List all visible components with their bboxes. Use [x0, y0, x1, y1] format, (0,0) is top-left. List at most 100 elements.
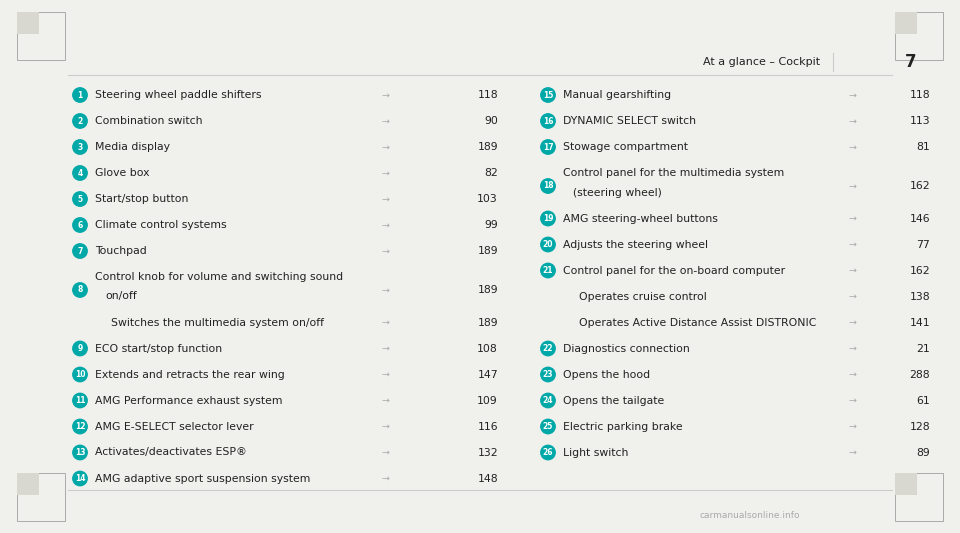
Text: →: →: [381, 142, 389, 151]
Text: 11: 11: [75, 396, 85, 405]
Text: 147: 147: [477, 369, 498, 379]
Circle shape: [73, 445, 87, 459]
Text: 189: 189: [477, 285, 498, 295]
Text: Adjusts the steering wheel: Adjusts the steering wheel: [563, 239, 708, 249]
Text: →: →: [381, 221, 389, 230]
Circle shape: [73, 393, 87, 408]
Text: 118: 118: [477, 90, 498, 100]
Bar: [17, 473, 65, 521]
Circle shape: [73, 218, 87, 232]
Bar: [17, 12, 38, 34]
Text: →: →: [381, 474, 389, 483]
Text: Operates cruise control: Operates cruise control: [579, 292, 707, 302]
Text: 22: 22: [542, 344, 553, 353]
Circle shape: [540, 237, 555, 252]
Text: 138: 138: [909, 292, 930, 302]
Text: →: →: [381, 318, 389, 327]
Text: 148: 148: [477, 473, 498, 483]
Circle shape: [73, 283, 87, 297]
Text: 2: 2: [78, 117, 83, 125]
Text: →: →: [848, 142, 856, 151]
Text: 118: 118: [909, 90, 930, 100]
Circle shape: [540, 114, 555, 128]
Text: 4: 4: [78, 168, 83, 177]
Text: →: →: [381, 286, 389, 295]
Text: Steering wheel paddle shifters: Steering wheel paddle shifters: [95, 90, 261, 100]
Text: →: →: [381, 91, 389, 100]
Text: 61: 61: [916, 395, 930, 406]
Text: Control panel for the multimedia system: Control panel for the multimedia system: [563, 168, 784, 178]
Circle shape: [540, 88, 555, 102]
Text: 9: 9: [78, 344, 83, 353]
Text: Manual gearshifting: Manual gearshifting: [563, 90, 671, 100]
Circle shape: [540, 140, 555, 154]
Text: 113: 113: [909, 116, 930, 126]
Text: 15: 15: [542, 91, 553, 100]
Text: 20: 20: [542, 240, 553, 249]
Text: →: →: [848, 318, 856, 327]
Text: →: →: [381, 117, 389, 125]
Text: 10: 10: [75, 370, 85, 379]
Text: →: →: [381, 344, 389, 353]
Text: →: →: [848, 422, 856, 431]
Bar: [17, 473, 38, 495]
Text: 162: 162: [909, 265, 930, 276]
Text: DYNAMIC SELECT switch: DYNAMIC SELECT switch: [563, 116, 696, 126]
Text: 18: 18: [542, 182, 553, 190]
Text: 25: 25: [542, 422, 553, 431]
Circle shape: [73, 192, 87, 206]
Text: carmanualsonline.info: carmanualsonline.info: [700, 511, 801, 520]
Text: Control panel for the on-board computer: Control panel for the on-board computer: [563, 265, 785, 276]
Text: 12: 12: [75, 422, 85, 431]
Text: 81: 81: [916, 142, 930, 152]
Text: →: →: [848, 344, 856, 353]
Bar: [895, 473, 917, 495]
Circle shape: [73, 88, 87, 102]
Text: 82: 82: [484, 168, 498, 178]
Text: Opens the hood: Opens the hood: [563, 369, 650, 379]
Text: 5: 5: [78, 195, 83, 204]
Text: Media display: Media display: [95, 142, 170, 152]
Circle shape: [540, 341, 555, 356]
Text: ECO start/stop function: ECO start/stop function: [95, 343, 222, 353]
Text: →: →: [848, 370, 856, 379]
Text: 288: 288: [909, 369, 930, 379]
Text: Light switch: Light switch: [563, 448, 629, 457]
Text: 6: 6: [78, 221, 83, 230]
Text: Stowage compartment: Stowage compartment: [563, 142, 688, 152]
Text: Operates Active Distance Assist DISTRONIC: Operates Active Distance Assist DISTRONI…: [579, 318, 816, 327]
Text: AMG steering-wheel buttons: AMG steering-wheel buttons: [563, 214, 718, 223]
Text: Opens the tailgate: Opens the tailgate: [563, 395, 664, 406]
Text: 21: 21: [542, 266, 553, 275]
Text: 128: 128: [909, 422, 930, 432]
Circle shape: [540, 179, 555, 193]
Circle shape: [73, 166, 87, 180]
Bar: [895, 473, 943, 521]
Text: 23: 23: [542, 370, 553, 379]
Text: 141: 141: [909, 318, 930, 327]
Circle shape: [540, 445, 555, 459]
Bar: [895, 12, 917, 34]
Text: →: →: [381, 396, 389, 405]
Text: 3: 3: [78, 142, 83, 151]
Text: →: →: [381, 195, 389, 204]
Text: 146: 146: [909, 214, 930, 223]
Text: 14: 14: [75, 474, 85, 483]
Text: 189: 189: [477, 318, 498, 327]
Bar: [895, 12, 943, 60]
Text: 132: 132: [477, 448, 498, 457]
Text: 8: 8: [78, 286, 83, 295]
Text: AMG Performance exhaust system: AMG Performance exhaust system: [95, 395, 282, 406]
Circle shape: [540, 263, 555, 278]
Text: (steering wheel): (steering wheel): [573, 188, 661, 198]
Text: 16: 16: [542, 117, 553, 125]
Text: Start/stop button: Start/stop button: [95, 194, 188, 204]
Circle shape: [73, 367, 87, 382]
Text: →: →: [848, 266, 856, 275]
Text: →: →: [848, 91, 856, 100]
Circle shape: [73, 419, 87, 434]
Circle shape: [73, 140, 87, 154]
Text: →: →: [848, 448, 856, 457]
Text: 109: 109: [477, 395, 498, 406]
Text: 17: 17: [542, 142, 553, 151]
